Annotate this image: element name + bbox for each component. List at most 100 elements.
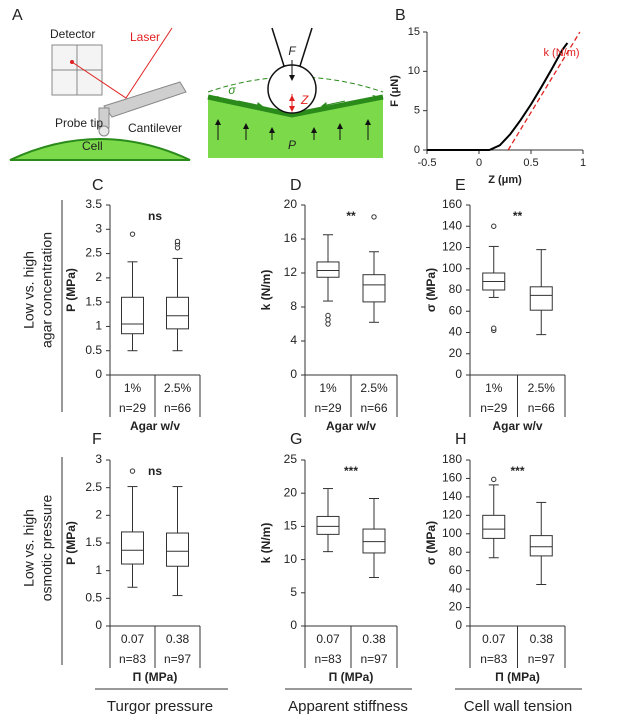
column-label: Cell wall tension xyxy=(464,698,572,715)
probe-holder xyxy=(299,27,313,67)
y-tick-label: 1.5 xyxy=(85,294,102,308)
cell-shape xyxy=(9,138,191,161)
cantilever-shape xyxy=(103,81,187,118)
x-tick-label: -0.5 xyxy=(418,157,437,169)
panel-label: H xyxy=(455,431,467,448)
y-tick-label: 20 xyxy=(449,346,463,360)
probe-ball xyxy=(98,125,110,137)
outlier xyxy=(325,321,331,327)
significance: *** xyxy=(344,464,358,478)
y-tick-label: 80 xyxy=(449,282,463,296)
x-axis-label: Π (MPa) xyxy=(495,670,540,684)
y-tick-label: 10 xyxy=(408,65,420,77)
y-tick-label: 5 xyxy=(414,105,420,117)
panel-label: C xyxy=(92,177,104,194)
box xyxy=(362,528,386,554)
sample-size: n=97 xyxy=(360,652,387,666)
y-tick-label: 0 xyxy=(290,618,297,632)
significance: ** xyxy=(346,209,356,223)
laser-path xyxy=(71,27,173,99)
sample-size: n=83 xyxy=(314,652,341,666)
box xyxy=(529,286,553,311)
cell-label: Cell xyxy=(82,139,103,153)
y-tick-label: 25 xyxy=(284,452,298,466)
annotation: k (N/m) xyxy=(543,47,579,59)
box xyxy=(362,274,386,303)
x-tick-label: 1 xyxy=(580,157,586,169)
y-tick-label: 1 xyxy=(95,563,102,577)
probe-tip-label: Probe tip xyxy=(55,116,103,130)
y-tick-label: 100 xyxy=(442,526,462,540)
y-tick-label: 60 xyxy=(449,303,463,317)
y-tick-label: 0 xyxy=(414,144,420,156)
outlier xyxy=(129,468,136,474)
outlier xyxy=(129,231,136,237)
sample-size: n=29 xyxy=(480,401,507,415)
y-tick-label: 0 xyxy=(455,367,462,381)
y-tick-label: 4 xyxy=(290,333,297,347)
y-tick-label: 15 xyxy=(284,519,298,533)
y-tick-label: 2 xyxy=(95,270,102,284)
x-axis-label: Π (MPa) xyxy=(133,670,178,684)
tension-arrow xyxy=(237,100,263,108)
y-tick-label: 16 xyxy=(284,231,298,245)
y-axis-label: P (MPa) xyxy=(64,268,78,312)
y-axis-label: P (MPa) xyxy=(64,521,78,565)
box xyxy=(482,514,506,539)
category-label: 1% xyxy=(319,381,337,395)
detector-label: Detector xyxy=(50,27,95,41)
tension-arrow xyxy=(354,94,379,102)
indentation-diagram: F σ Z P xyxy=(207,27,384,158)
category-label: 0.38 xyxy=(362,632,386,646)
x-axis-label: Z (μm) xyxy=(488,174,522,186)
y-tick-label: 180 xyxy=(442,452,462,466)
box xyxy=(316,261,340,278)
y-tick-label: 8 xyxy=(290,299,297,313)
y-tick-label: 20 xyxy=(449,600,463,614)
wall-region xyxy=(208,97,383,158)
category-label: 0.38 xyxy=(166,632,190,646)
y-tick-label: 10 xyxy=(284,552,298,566)
y-tick-label: 1 xyxy=(95,319,102,333)
box xyxy=(121,531,144,565)
panel-label: B xyxy=(395,7,406,24)
y-axis-label: F (μN) xyxy=(389,75,401,107)
afm-diagram: Detector Laser Cantilever Probe tip Cell xyxy=(9,27,191,161)
category-label: 1% xyxy=(485,381,503,395)
y-tick-label: 140 xyxy=(442,489,462,503)
y-tick-label: 15 xyxy=(408,26,420,38)
row-label: osmotic pressure xyxy=(39,494,55,601)
panel-label: A xyxy=(12,7,23,24)
y-tick-label: 0 xyxy=(455,618,462,632)
y-tick-label: 3.5 xyxy=(85,197,102,211)
sample-size: n=66 xyxy=(528,401,555,415)
outlier xyxy=(371,214,377,220)
y-tick-label: 3 xyxy=(95,452,102,466)
force-label: F xyxy=(288,44,296,58)
y-tick-label: 5 xyxy=(290,585,297,599)
z-label: Z xyxy=(300,93,309,107)
probe-holder xyxy=(271,27,285,67)
outlier xyxy=(174,238,181,245)
box xyxy=(121,296,144,335)
y-axis-label: σ (MPa) xyxy=(424,521,438,565)
category-label: 0.07 xyxy=(482,632,506,646)
tension-arrow xyxy=(321,100,346,108)
sample-size: n=29 xyxy=(119,401,146,415)
outlier xyxy=(325,317,331,323)
box xyxy=(166,532,189,567)
category-label: 1% xyxy=(124,381,142,395)
laser-spot xyxy=(70,60,74,64)
sample-size: n=29 xyxy=(314,401,341,415)
cell-wall xyxy=(207,94,384,118)
significance: ** xyxy=(513,209,523,223)
y-tick-label: 2.5 xyxy=(85,246,102,260)
tension-label: σ xyxy=(228,83,236,97)
y-tick-label: 60 xyxy=(449,563,463,577)
x-axis-label: Agar w/v xyxy=(492,419,542,433)
y-axis-label: k (N/m) xyxy=(259,270,273,311)
x-tick-label: 0 xyxy=(476,157,482,169)
y-tick-label: 0 xyxy=(290,367,297,381)
category-label: 0.07 xyxy=(121,632,145,646)
